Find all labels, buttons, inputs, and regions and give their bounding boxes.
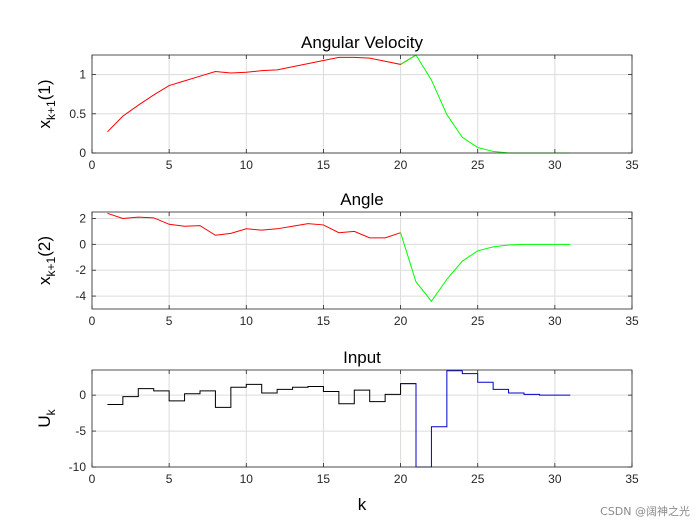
x-tick-label: 0 bbox=[89, 472, 96, 486]
subplot-title: Angle bbox=[340, 190, 383, 209]
y-tick-label: 0 bbox=[79, 146, 86, 160]
series-line-1 bbox=[107, 383, 416, 408]
x-tick-label: 5 bbox=[166, 314, 173, 328]
y-axis-label-sub: k+1 bbox=[44, 100, 58, 120]
x-tick-label: 30 bbox=[548, 314, 562, 328]
x-tick-label: 25 bbox=[471, 314, 485, 328]
x-tick-label: 35 bbox=[625, 472, 639, 486]
x-tick-label: 0 bbox=[89, 314, 96, 328]
y-tick-label: 0.5 bbox=[69, 107, 86, 121]
y-tick-label: 0 bbox=[79, 237, 86, 251]
series-line-1 bbox=[107, 54, 417, 133]
subplot-2: 0 5 10 15 20 25 30 35 -4 -2 0 2 Angle xk+1(2) bbox=[35, 190, 639, 328]
axes-frame bbox=[91, 54, 633, 154]
axes-frame bbox=[91, 211, 633, 310]
x-tick-label: 35 bbox=[625, 158, 639, 172]
y-tick-label: -4 bbox=[75, 289, 86, 303]
x-tick-label: 15 bbox=[317, 314, 331, 328]
x-tick-label: 15 bbox=[317, 472, 331, 486]
series-line-1 bbox=[107, 212, 401, 239]
y-tick-label: -2 bbox=[75, 263, 86, 277]
x-tick-label: 10 bbox=[240, 314, 254, 328]
x-tick-label: 35 bbox=[625, 314, 639, 328]
y-tick-label: 1 bbox=[79, 68, 86, 82]
x-tick-label: 30 bbox=[548, 472, 562, 486]
axes-frame bbox=[91, 369, 633, 468]
x-axis-label: k bbox=[358, 495, 367, 514]
x-tick-label: 25 bbox=[471, 472, 485, 486]
x-tick-label: 5 bbox=[166, 158, 173, 172]
x-tick-label: 0 bbox=[89, 158, 96, 172]
y-axis-label-main: U bbox=[35, 415, 54, 427]
x-tick-label: 5 bbox=[166, 472, 173, 486]
y-tick-label: 2 bbox=[79, 211, 86, 225]
y-axis-label: xk+1(1) bbox=[35, 80, 58, 129]
y-axis-label-main: x bbox=[35, 119, 54, 128]
y-axis-label: xk+1(2) bbox=[35, 236, 58, 285]
subplot-title: Angular Velocity bbox=[301, 33, 423, 52]
y-tick-label: -10 bbox=[69, 460, 87, 474]
subplot-1: 0 5 10 15 20 25 30 35 0 0.5 1 Angular Velocity xk+1(… bbox=[35, 33, 639, 172]
y-axis-label-tail: (1) bbox=[35, 80, 54, 101]
x-tick-label: 30 bbox=[548, 158, 562, 172]
y-tick-label: 0 bbox=[79, 388, 86, 402]
series-line-2 bbox=[400, 232, 571, 303]
series-line-2 bbox=[400, 54, 571, 154]
x-tick-label: 15 bbox=[317, 158, 331, 172]
x-tick-label: 25 bbox=[471, 158, 485, 172]
x-tick-label: 20 bbox=[394, 472, 408, 486]
watermark-text: CSDN @阔神之光 bbox=[600, 504, 690, 518]
y-tick-label: -5 bbox=[75, 424, 86, 438]
y-axis-label-main: x bbox=[35, 276, 54, 285]
subplot-title: Input bbox=[343, 348, 381, 367]
x-tick-label: 10 bbox=[240, 472, 254, 486]
x-tick-label: 10 bbox=[240, 158, 254, 172]
y-axis-label-sub: k bbox=[44, 408, 58, 415]
series-line-2 bbox=[400, 370, 571, 468]
y-axis-label-tail: (2) bbox=[35, 236, 54, 257]
y-axis-label: Uk bbox=[35, 408, 58, 427]
x-tick-label: 20 bbox=[394, 314, 408, 328]
x-tick-label: 20 bbox=[394, 158, 408, 172]
y-axis-label-sub: k+1 bbox=[44, 256, 58, 276]
